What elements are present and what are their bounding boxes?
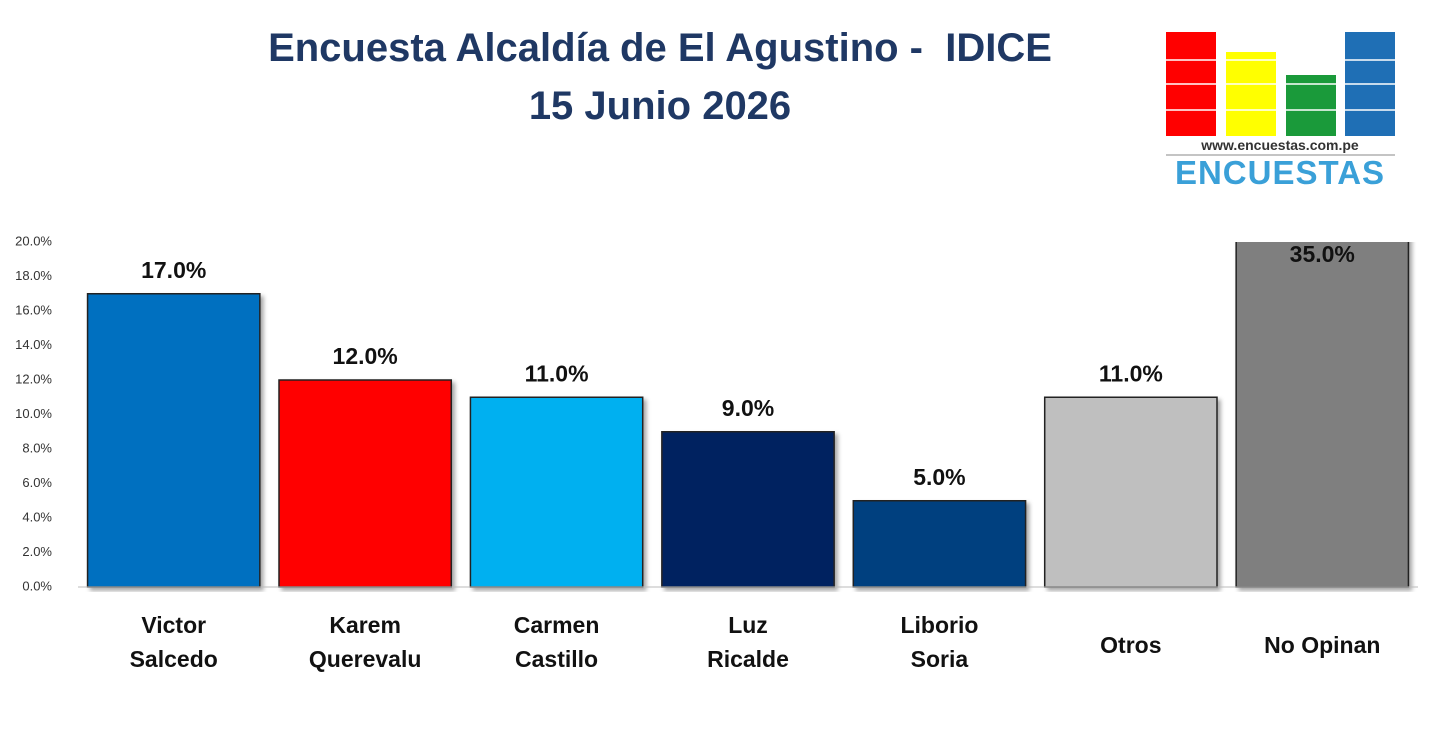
x-tick-label: Karem Querevalu	[308, 612, 422, 672]
bar	[86, 293, 261, 588]
bar	[469, 396, 644, 588]
x-tick-label: Victor Salcedo	[129, 612, 218, 672]
bar	[1043, 396, 1218, 588]
bar	[661, 431, 835, 588]
x-tick-label: Liborio Soria	[900, 612, 979, 672]
x-tick-label: Otros	[1100, 632, 1162, 658]
logo-name: ENCUESTAS	[1174, 154, 1386, 191]
data-label: 12.0%	[333, 343, 398, 369]
bar	[278, 379, 453, 588]
x-tick-label: Carmen Castillo	[513, 612, 600, 672]
y-tick-label: 14.0%	[15, 337, 52, 352]
plot-area	[86, 242, 1410, 588]
bar	[852, 500, 1027, 588]
data-label: 35.0%	[1290, 241, 1355, 267]
data-label: 11.0%	[525, 360, 589, 386]
y-tick-label: 0.0%	[22, 578, 52, 593]
logo-bars	[1166, 32, 1395, 156]
y-tick-label: 10.0%	[15, 406, 52, 421]
y-tick-label: 18.0%	[15, 268, 52, 283]
data-label: 9.0%	[722, 395, 774, 421]
y-tick-label: 6.0%	[22, 475, 52, 490]
chart-subtitle: 15 Junio 2026	[528, 84, 792, 128]
chart-title: Encuesta Alcaldía de El Agustino - IDICE	[268, 26, 1052, 70]
y-tick-label: 4.0%	[22, 509, 52, 524]
y-tick-label: 16.0%	[15, 302, 52, 317]
data-label: 17.0%	[141, 257, 206, 283]
data-label: 11.0%	[1099, 360, 1163, 386]
bar	[1235, 242, 1410, 588]
logo-url: www.encuestas.com.pe	[1201, 137, 1359, 153]
y-tick-label: 20.0%	[15, 233, 52, 248]
data-label: 5.0%	[913, 464, 965, 490]
y-tick-label: 2.0%	[22, 544, 52, 559]
y-tick-label: 8.0%	[22, 440, 52, 455]
y-tick-label: 12.0%	[15, 371, 52, 386]
x-tick-label: Luz Ricalde	[707, 612, 789, 672]
x-tick-label: No Opinan	[1264, 632, 1381, 658]
